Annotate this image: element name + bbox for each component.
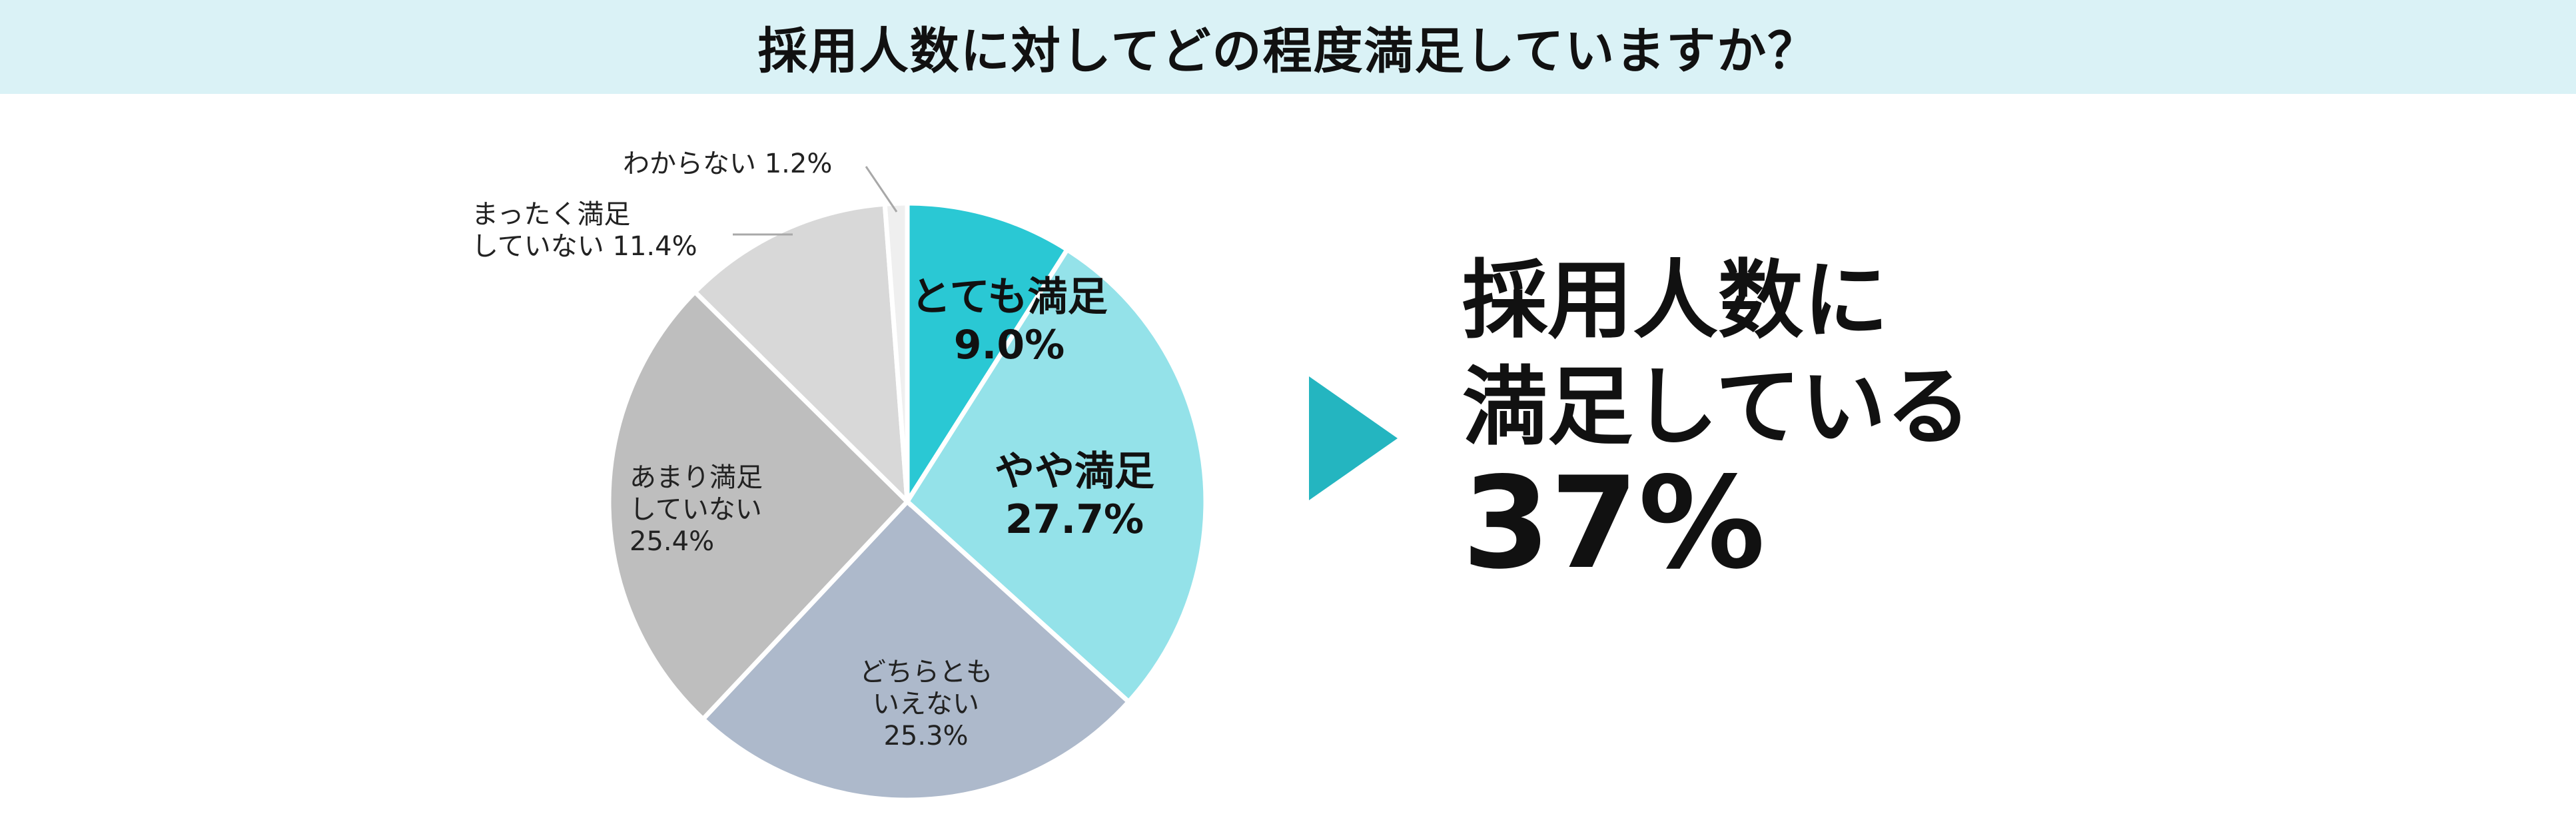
slice-label-line: していない [630,494,762,525]
slice-very-satisfied [905,201,1071,510]
arrow-right-icon [1309,376,1398,500]
slice-label-not-very-satisfied: あまり満足 していない 25.4% [630,462,763,558]
chart-title: 採用人数に対してどの程度満足していますか？ [757,23,1819,80]
slice-label-line: やや満足 [995,448,1154,495]
slice-value-label: 25.4% [630,526,715,557]
slice-not-very-satisfied [606,288,911,723]
summary-callout: 採用人数に 満足している 37% [1462,248,1971,590]
slice-label-somewhat-satisfied: やや満足 27.7% [971,448,1178,544]
slice-value-label: 27.7% [1005,496,1144,543]
summary-line-2: 満足している [1462,358,1972,457]
slice-label-line: していない 11.4% [472,231,697,262]
slice-label-line: いえない [873,689,979,719]
slice-value-label: 9.0% [953,322,1065,368]
slice-label-very-satisfied: とても満足 9.0% [906,273,1112,369]
slice-label-not-at-all-satisfied: まったく満足 していない 11.4% [472,199,697,262]
slice-label-neutral: どちらとも いえない 25.3% [833,656,1019,752]
slice-label-line: とても満足 [911,274,1108,320]
leader-line-dont-know [865,166,898,212]
slice-label-line: どちらとも [859,657,993,687]
summary-line-1: 採用人数に [1462,251,1889,350]
slice-not-at-all-satisfied [691,201,911,508]
slice-neutral [699,498,1132,803]
slice-label-line: わからない 1.2% [623,149,833,179]
slice-label-line: まったく満足 [472,199,631,230]
slice-somewhat-satisfied [904,246,1208,705]
slice-label-dont-know: わからない 1.2% [623,148,832,180]
title-bar: 採用人数に対してどの程度満足していますか？ [0,0,2576,94]
slice-label-line: あまり満足 [630,462,763,493]
slice-dont-know [882,201,910,502]
slice-value-label: 25.3% [883,721,969,751]
summary-percent: 37% [1462,450,1765,597]
